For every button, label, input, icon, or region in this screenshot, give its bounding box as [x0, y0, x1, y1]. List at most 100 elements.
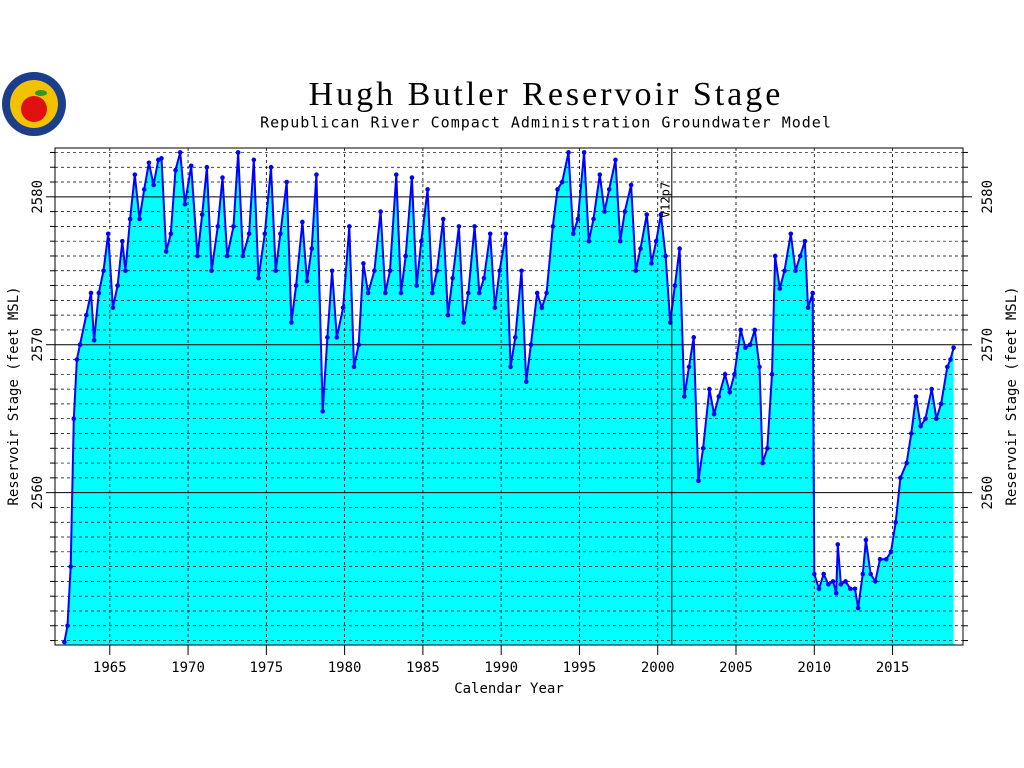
point — [788, 231, 794, 237]
point — [835, 542, 841, 547]
logo-apple — [21, 96, 47, 122]
x-tick-label: 1995 — [563, 660, 597, 676]
point — [132, 172, 138, 177]
point — [923, 416, 928, 421]
chart-subtitle: Republican River Compact Administration … — [260, 114, 832, 132]
point — [539, 305, 545, 311]
point — [159, 156, 164, 161]
point — [512, 335, 518, 340]
point — [177, 150, 183, 155]
point — [278, 231, 283, 237]
point — [84, 312, 89, 318]
point — [378, 209, 383, 214]
point — [461, 320, 466, 325]
x-tick-label: 2010 — [797, 660, 831, 676]
point — [246, 231, 252, 237]
point — [284, 179, 289, 185]
point — [550, 224, 556, 229]
point — [304, 278, 310, 284]
point — [476, 290, 482, 296]
point — [860, 571, 866, 577]
y-tick-label: 2560 — [30, 476, 46, 510]
y-tick-label: 2580 — [30, 180, 46, 214]
point — [898, 475, 903, 481]
point — [262, 231, 268, 237]
point — [559, 179, 565, 185]
point — [663, 253, 668, 259]
point — [843, 579, 848, 584]
point — [591, 216, 596, 222]
point — [347, 224, 352, 229]
x-tick-label: 1975 — [249, 660, 283, 676]
point — [429, 290, 435, 296]
point — [873, 579, 878, 584]
point — [71, 416, 77, 421]
point — [948, 357, 953, 362]
point — [752, 327, 758, 333]
point — [743, 345, 748, 350]
point — [309, 246, 315, 251]
point — [760, 460, 765, 466]
point — [137, 216, 142, 222]
x-tick-label: 1990 — [484, 660, 518, 676]
point — [534, 290, 540, 296]
point — [481, 275, 487, 281]
point — [101, 268, 106, 274]
point — [393, 172, 399, 177]
point — [765, 445, 770, 451]
logo-leaf — [35, 90, 47, 96]
point — [414, 283, 419, 288]
point — [649, 261, 654, 266]
point — [793, 268, 798, 274]
point — [503, 231, 509, 237]
point — [868, 571, 873, 577]
point — [91, 337, 97, 343]
point — [613, 157, 618, 163]
point — [606, 187, 612, 192]
point — [769, 372, 775, 377]
point — [782, 268, 787, 274]
point — [127, 216, 133, 222]
point — [830, 579, 836, 584]
point — [146, 160, 152, 166]
point — [727, 389, 733, 395]
point — [88, 290, 94, 296]
point — [445, 312, 451, 318]
point — [425, 187, 430, 192]
point — [62, 639, 67, 645]
area-fill — [64, 152, 954, 645]
point — [528, 342, 534, 348]
y2-tick-label: 2580 — [980, 180, 996, 214]
point — [777, 286, 783, 291]
point — [711, 411, 717, 417]
point — [945, 364, 950, 370]
point — [638, 246, 643, 251]
point — [204, 164, 210, 170]
point — [96, 290, 102, 296]
point — [398, 290, 404, 296]
point — [419, 238, 424, 244]
point — [797, 253, 803, 259]
point — [888, 549, 894, 555]
point — [686, 364, 692, 370]
point — [628, 182, 634, 188]
point — [821, 571, 826, 577]
x-tick-label: 1980 — [328, 660, 362, 676]
point — [110, 305, 116, 311]
point — [497, 268, 502, 274]
y-axis-label: Reservoir Stage (feet MSL) — [6, 286, 22, 505]
point — [188, 163, 194, 169]
point — [365, 290, 371, 296]
point — [123, 268, 128, 274]
point — [738, 327, 743, 333]
point — [672, 283, 678, 288]
point — [696, 478, 701, 484]
point — [732, 372, 737, 377]
point — [566, 150, 571, 155]
point — [691, 335, 697, 340]
point — [220, 175, 225, 180]
point — [383, 290, 388, 296]
point — [351, 364, 357, 370]
x-tick-label: 2005 — [719, 660, 753, 676]
